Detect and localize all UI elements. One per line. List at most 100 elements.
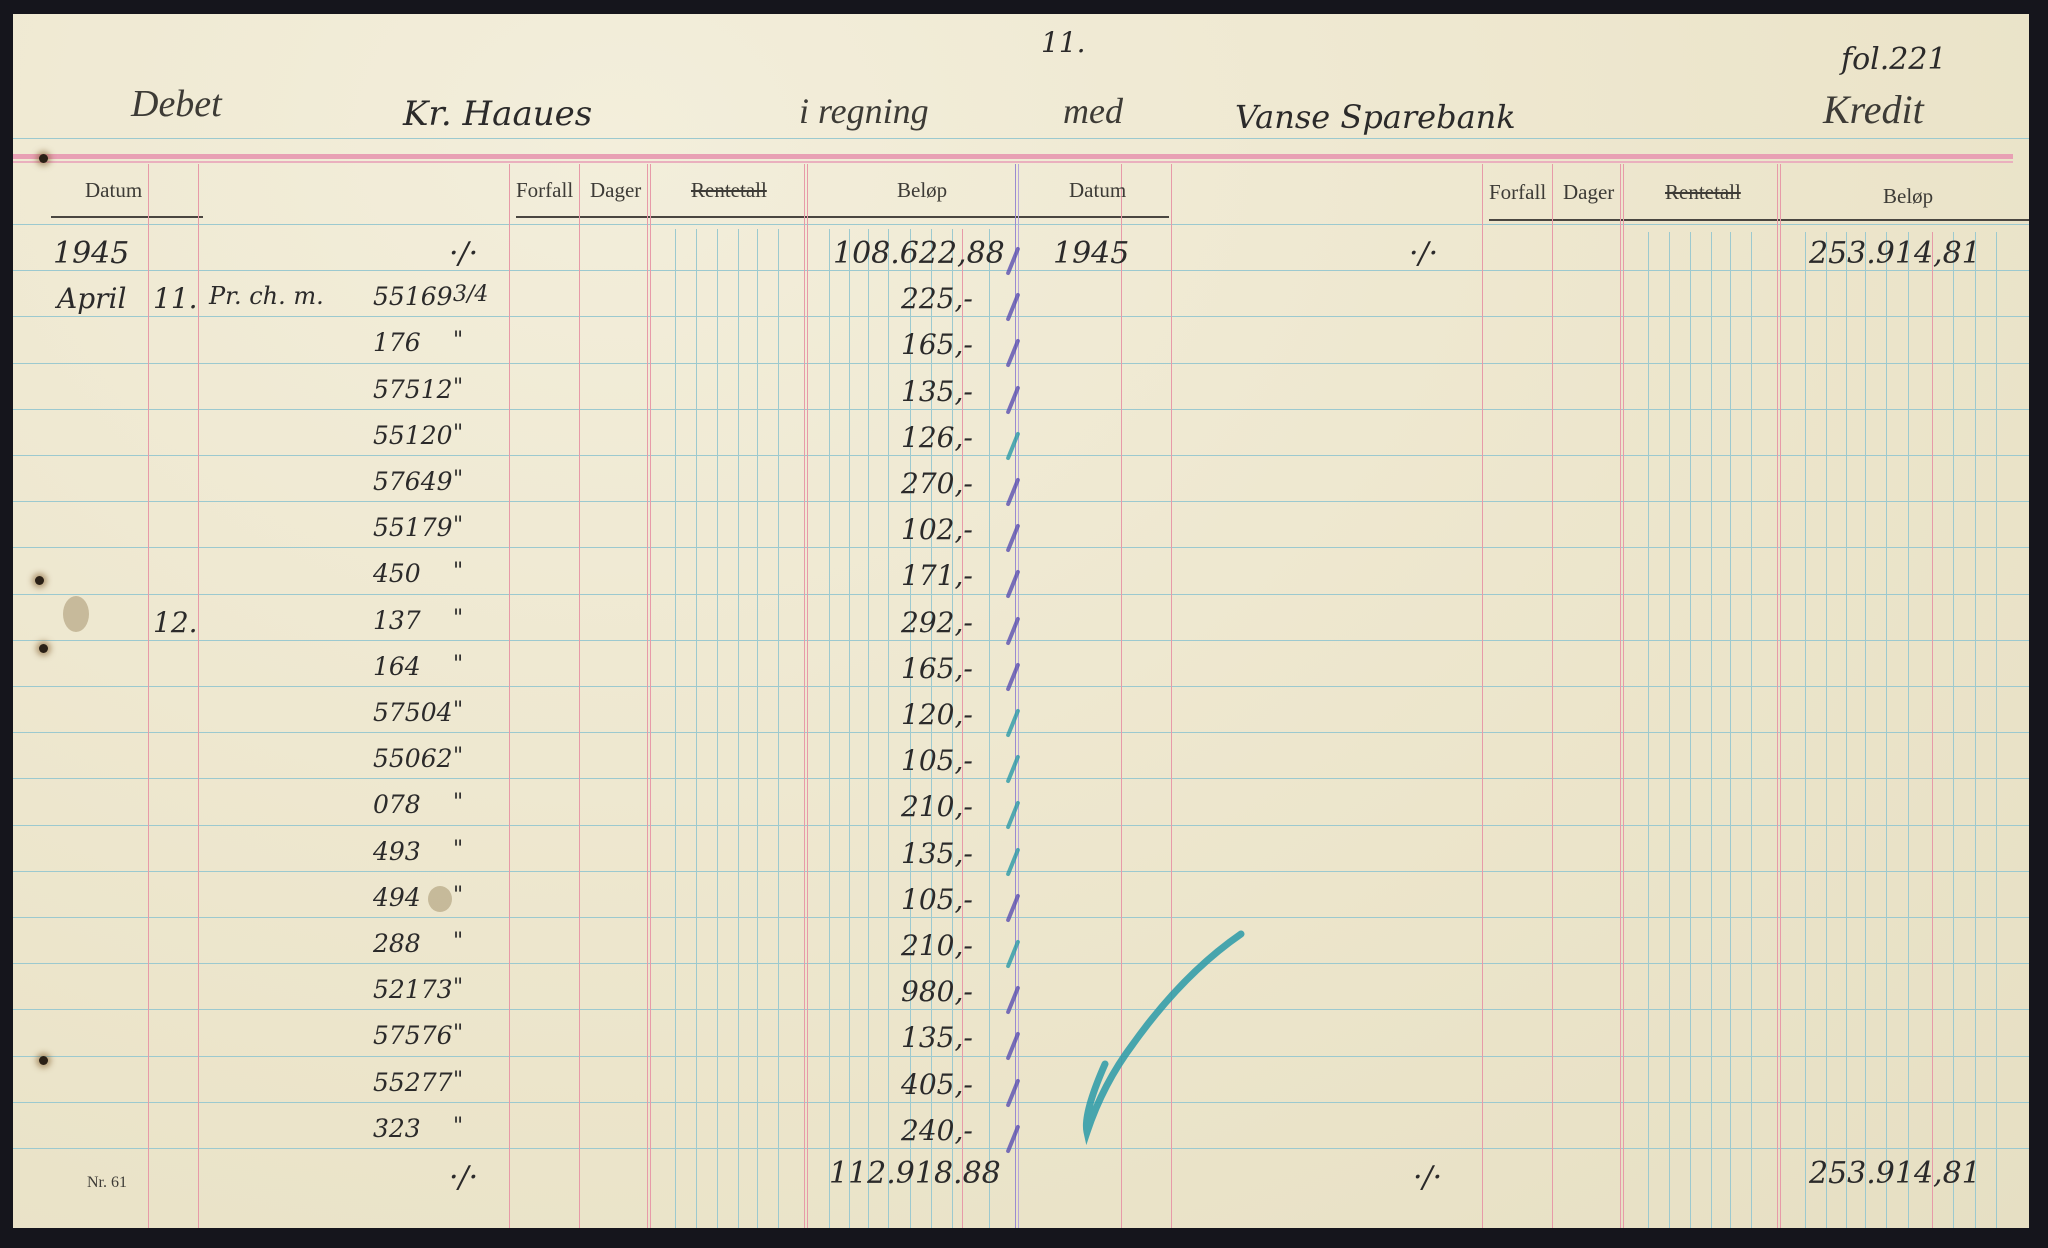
entry-amount: 135,- — [901, 374, 973, 408]
entry-month: April — [57, 282, 127, 316]
entry-note: " — [453, 651, 464, 677]
col-forfall-left: Forfall — [516, 178, 574, 202]
entry-ref: 137 — [373, 605, 421, 635]
column-rule — [868, 229, 869, 1228]
entry-text: Pr. ch. m. — [209, 282, 324, 311]
col-forfall-right: Forfall — [1489, 180, 1547, 204]
stain — [428, 886, 452, 912]
column-rule — [675, 229, 676, 1228]
binder-hole — [39, 154, 48, 163]
col-datum-left: Datum — [85, 178, 143, 202]
column-rule — [1780, 164, 1781, 1228]
col-rentetall-right: Rentetall — [1665, 180, 1741, 204]
column-rule — [910, 229, 911, 1228]
column-rule — [807, 164, 808, 1228]
page-number: 11. — [1041, 26, 1086, 59]
row-rule — [51, 216, 203, 218]
column-rule — [849, 229, 850, 1228]
entry-note: " — [453, 882, 464, 908]
col-belop-right: Beløp — [1883, 184, 1934, 208]
entry-amount: 105,- — [901, 744, 973, 778]
account-holder: Kr. Haaues — [403, 94, 593, 134]
column-rule — [778, 229, 779, 1228]
row-rule — [516, 216, 1169, 218]
row-rule — [13, 1009, 2029, 1011]
row-rule — [13, 138, 2029, 139]
column-rule — [1777, 164, 1778, 1228]
column-rule — [1846, 232, 1847, 1228]
credit-label: Kredit — [1823, 87, 1924, 132]
column-rule — [1690, 232, 1691, 1228]
entry-amount: 405,- — [901, 1067, 973, 1101]
entry-note: 3/4 — [453, 282, 489, 308]
credit-total-mark: ·/· — [1413, 1160, 1443, 1195]
column-rule — [1482, 164, 1483, 1228]
column-rule — [1018, 164, 1019, 1228]
column-rule — [1953, 232, 1954, 1228]
entry-amount: 120,- — [901, 698, 973, 731]
column-rule — [989, 229, 990, 1228]
counterparty: Vanse Sparebank — [1235, 98, 1516, 136]
entry-note: " — [453, 836, 464, 862]
entry-amount: 210,- — [901, 790, 973, 824]
entry-amount: 105,- — [901, 882, 973, 916]
column-rule — [1711, 232, 1712, 1228]
form-number: Nr. 61 — [87, 1174, 127, 1191]
entry-ref: 55179 — [373, 513, 453, 543]
column-rule — [1648, 232, 1649, 1228]
column-rule — [717, 229, 718, 1228]
row-rule — [13, 639, 2029, 641]
entry-ref: 288 — [373, 929, 421, 958]
entry-amount: 171,- — [901, 559, 973, 593]
column-rule — [579, 164, 580, 1228]
large-check-mark-icon — [1082, 930, 1245, 1146]
row-rule — [1489, 219, 2029, 221]
column-rule — [148, 164, 149, 1228]
row-rule — [13, 963, 2029, 965]
row-rule — [13, 824, 2029, 826]
entry-ref: 323 — [373, 1113, 421, 1143]
column-rule — [1669, 232, 1670, 1228]
entry-note: " — [453, 975, 464, 1001]
col-dager-right: Dager — [1563, 180, 1615, 204]
column-rule — [1623, 164, 1624, 1228]
debit-total-mark: ·/· — [449, 1160, 479, 1195]
binder-hole — [39, 644, 48, 653]
entry-ref: 57504 — [373, 698, 453, 727]
column-rule — [198, 164, 199, 1228]
col-belop-left: Beløp — [897, 178, 948, 202]
entry-ref: 57649 — [373, 467, 453, 496]
row-rule — [13, 1101, 2029, 1103]
row-rule — [13, 154, 2013, 159]
entry-note: " — [453, 1067, 464, 1093]
column-rule — [1908, 232, 1909, 1228]
row-rule — [13, 870, 2029, 872]
row-rule — [13, 917, 2029, 918]
with-label: med — [1063, 91, 1123, 131]
col-dager-left: Dager — [590, 178, 642, 202]
entry-ref: 55169 — [373, 282, 453, 312]
entry-amount: 165,- — [901, 651, 973, 685]
credit-opening-amount: 253.914,81 — [1809, 236, 1981, 271]
row-rule — [13, 408, 2029, 410]
row-rule — [13, 455, 2029, 456]
entry-amount: 135,- — [901, 836, 973, 870]
debit-opening-mark: ·/· — [449, 236, 479, 271]
debit-label: Debet — [131, 83, 222, 125]
row-rule — [13, 547, 2029, 549]
column-rule — [952, 229, 953, 1228]
row-rule — [13, 270, 2029, 272]
column-rule — [1826, 232, 1827, 1228]
entry-amount: 210,- — [901, 929, 973, 962]
entry-amount: 240,- — [901, 1113, 973, 1147]
column-rule — [829, 229, 830, 1228]
entry-ref: 450 — [373, 559, 421, 589]
column-rule — [509, 164, 510, 1228]
entry-note: " — [453, 513, 464, 539]
entry-amount: 102,- — [901, 513, 973, 547]
entry-ref: 55062 — [373, 744, 453, 774]
column-rule — [962, 229, 963, 1228]
entry-day: 12. — [153, 605, 198, 639]
entry-note: " — [453, 559, 464, 585]
entry-amount: 980,- — [901, 975, 973, 1009]
